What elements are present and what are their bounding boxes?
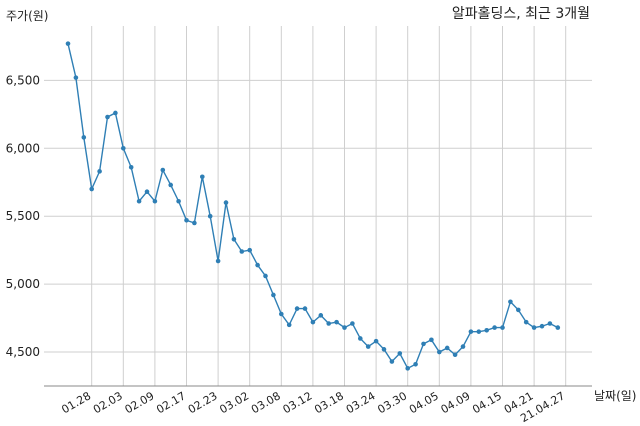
data-point xyxy=(97,169,102,174)
chart-title: 알파홀딩스, 최근 3개월 xyxy=(452,6,590,22)
data-point xyxy=(350,321,355,326)
x-tick-label: 04.05 xyxy=(407,389,441,416)
data-point xyxy=(444,345,450,351)
data-point xyxy=(555,325,561,330)
y-tick-label: 5,500 xyxy=(6,209,40,223)
data-point xyxy=(207,213,213,219)
data-point xyxy=(484,328,490,333)
x-tick-label: 03.02 xyxy=(217,389,251,416)
data-point xyxy=(200,174,205,180)
data-point xyxy=(160,167,166,173)
data-point xyxy=(437,349,442,355)
data-point xyxy=(81,135,87,140)
grid-layer xyxy=(44,26,592,386)
data-point xyxy=(263,273,268,279)
data-point xyxy=(113,110,118,116)
data-point xyxy=(65,41,71,46)
data-point xyxy=(136,198,142,204)
data-point xyxy=(255,262,260,268)
data-point xyxy=(358,336,363,341)
x-tick-label: 03.30 xyxy=(375,389,409,416)
x-tick-label: 02.23 xyxy=(186,389,220,416)
data-point xyxy=(531,325,537,330)
data-point xyxy=(286,322,292,328)
x-tick-label: 02.03 xyxy=(91,389,125,416)
data-point xyxy=(176,198,181,204)
data-point xyxy=(405,366,411,371)
data-point xyxy=(381,347,387,352)
data-point xyxy=(508,299,513,305)
data-point xyxy=(334,319,339,325)
data-point xyxy=(247,247,252,253)
data-point xyxy=(516,307,521,313)
x-axis-title: 날짜(일) xyxy=(594,389,636,403)
data-point xyxy=(397,351,403,356)
data-point xyxy=(271,292,276,298)
data-point xyxy=(144,189,150,195)
data-point xyxy=(239,249,245,254)
data-point xyxy=(429,337,434,343)
y-axis-title: 주가(원) xyxy=(6,9,48,23)
data-point xyxy=(421,341,426,347)
data-point xyxy=(365,344,371,349)
data-point xyxy=(279,311,284,317)
data-point xyxy=(302,306,308,311)
data-point xyxy=(452,352,458,358)
series-layer xyxy=(65,41,561,371)
data-point xyxy=(342,325,347,330)
x-tick-label: 01.28 xyxy=(59,389,93,416)
data-point xyxy=(500,325,505,330)
data-point xyxy=(310,319,316,325)
data-point xyxy=(413,361,418,367)
data-point xyxy=(152,198,158,204)
data-point xyxy=(476,329,482,334)
y-tick-label: 6,500 xyxy=(6,73,40,87)
data-point xyxy=(73,75,79,80)
data-point xyxy=(223,200,229,205)
data-point xyxy=(468,329,474,334)
data-point xyxy=(373,338,379,344)
data-point xyxy=(184,217,189,223)
x-tick-label: 04.09 xyxy=(439,389,473,416)
x-tick-label: 03.12 xyxy=(281,389,315,416)
x-tick-label: 02.17 xyxy=(154,389,188,416)
data-point xyxy=(318,313,324,318)
data-point xyxy=(523,319,529,325)
data-point xyxy=(326,321,332,326)
data-point xyxy=(168,182,173,188)
data-point xyxy=(89,186,94,192)
data-point xyxy=(547,321,553,326)
data-point xyxy=(105,114,110,120)
data-point xyxy=(128,164,134,170)
data-point xyxy=(192,220,197,226)
data-point xyxy=(389,359,395,364)
data-point xyxy=(539,323,545,329)
data-point xyxy=(231,236,237,242)
label-layer: 4,500 5,000 5,500 6,000 6,500 01.2802.0302.09… xyxy=(6,73,568,425)
data-point xyxy=(215,258,221,264)
data-point xyxy=(294,306,300,311)
data-point xyxy=(121,145,126,151)
x-tick-label: 03.08 xyxy=(249,389,283,416)
y-tick-label: 6,000 xyxy=(6,141,40,155)
x-tick-label: 02.09 xyxy=(123,389,157,416)
x-tick-label: 03.18 xyxy=(312,389,346,416)
y-tick-label: 5,000 xyxy=(6,277,40,291)
data-point xyxy=(492,325,497,330)
data-point xyxy=(460,344,466,349)
x-tick-label: 04.15 xyxy=(470,389,504,416)
y-tick-label: 4,500 xyxy=(6,345,40,359)
x-tick-label: 03.24 xyxy=(344,389,378,416)
